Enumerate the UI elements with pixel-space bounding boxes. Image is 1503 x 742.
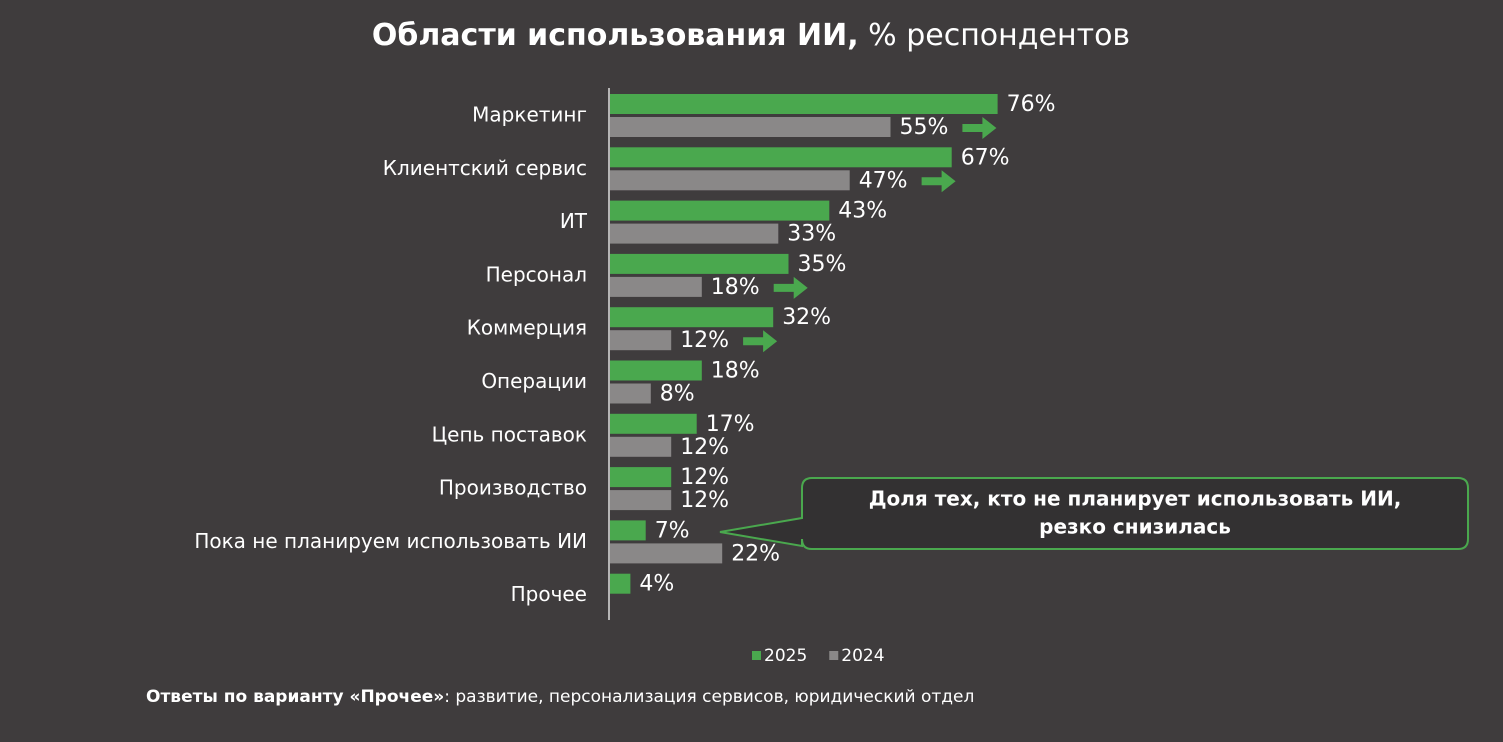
- growth-arrow: [743, 330, 778, 353]
- value-label: 12%: [680, 488, 729, 513]
- legend-label: 2024: [841, 646, 884, 666]
- value-label: 33%: [787, 222, 836, 247]
- bar: [610, 117, 891, 137]
- category-label: Цепь поставок: [432, 422, 587, 446]
- value-label: 17%: [706, 412, 755, 437]
- value-label: 32%: [782, 305, 831, 330]
- category-label: Производство: [439, 476, 587, 500]
- category-label: Пока не планируем использовать ИИ: [194, 529, 587, 553]
- bar: [610, 253, 789, 274]
- callout-box: [719, 477, 1469, 550]
- bar: [610, 223, 779, 244]
- bar: [610, 467, 672, 488]
- growth-arrow: [962, 117, 997, 139]
- bar: [610, 147, 952, 168]
- bar: [610, 200, 830, 221]
- bar: [610, 276, 702, 297]
- bar: [610, 94, 998, 114]
- bar: [610, 383, 651, 404]
- category-label: Операции: [481, 369, 587, 393]
- category-label: Клиентский сервис: [383, 156, 587, 180]
- value-label: 18%: [711, 275, 760, 300]
- bar: [610, 520, 646, 541]
- chart-title: Области использования ИИ,: [372, 18, 859, 53]
- bar: [610, 170, 850, 191]
- bar: [610, 573, 631, 594]
- annotation-line: Доля тех, кто не планирует использовать …: [869, 487, 1402, 511]
- bar: [610, 413, 697, 434]
- chart-title-group: Области использования ИИ, % респондентов: [372, 18, 1130, 53]
- value-label: 55%: [900, 115, 949, 140]
- value-label: 7%: [655, 518, 690, 543]
- value-label: 67%: [961, 145, 1010, 170]
- annotation-line: резко снизилась: [1039, 515, 1231, 539]
- value-label: 12%: [680, 435, 729, 460]
- legend-label: 2025: [764, 646, 807, 666]
- note-text: : развитие, персонализация сервисов, юри…: [444, 687, 974, 707]
- category-label: Персонал: [486, 262, 587, 286]
- legend-swatch: [829, 651, 839, 660]
- category-label: Прочее: [511, 582, 587, 606]
- callout: Доля тех, кто не планирует использовать …: [719, 477, 1469, 550]
- value-label: 18%: [711, 359, 760, 384]
- bar: [610, 436, 672, 457]
- growth-arrow: [921, 170, 956, 193]
- bar: [610, 360, 702, 381]
- value-label: 76%: [1007, 92, 1056, 117]
- chart-subtitle: % респондентов: [868, 18, 1130, 53]
- growth-arrow: [773, 276, 808, 299]
- category-label: Маркетинг: [472, 103, 587, 127]
- value-label: 43%: [838, 199, 887, 224]
- value-label: 12%: [680, 328, 729, 353]
- value-label: 47%: [859, 168, 908, 193]
- value-label: 4%: [639, 572, 674, 597]
- value-label: 12%: [680, 465, 729, 490]
- footnote: Ответы по варианту «Прочее»: развитие, п…: [146, 687, 974, 707]
- note-label: Ответы по варианту «Прочее»: [146, 687, 444, 707]
- bar: [610, 490, 672, 511]
- value-label: 22%: [731, 541, 780, 566]
- bar: [610, 330, 672, 351]
- legend-swatch: [752, 651, 761, 660]
- value-label: 8%: [660, 382, 695, 407]
- value-label: 35%: [798, 252, 847, 277]
- bar: [610, 307, 774, 328]
- category-label: Коммерция: [467, 316, 587, 340]
- category-label: ИТ: [560, 209, 588, 233]
- bar: [610, 543, 723, 564]
